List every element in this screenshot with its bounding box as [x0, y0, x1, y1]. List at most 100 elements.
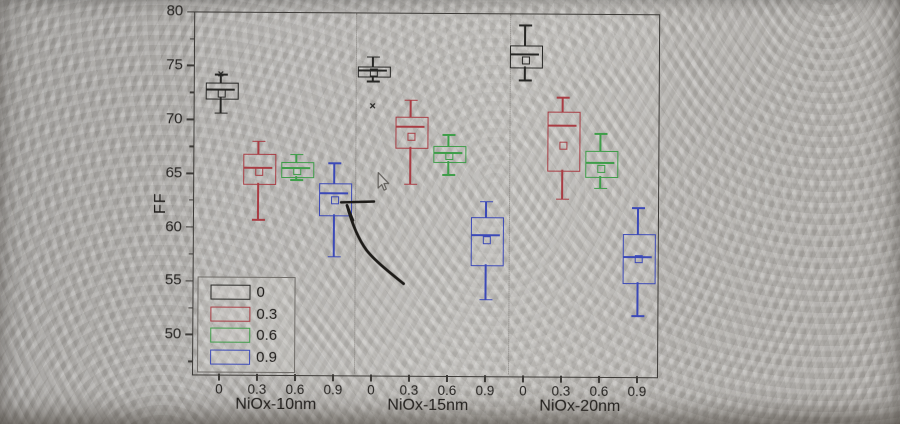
- x-tick: [294, 374, 296, 382]
- x-tick: [636, 376, 638, 384]
- whisker-cap-low: [555, 198, 569, 200]
- y-minor-tick: [189, 91, 194, 94]
- box-mean-marker: [482, 236, 491, 245]
- box-mean-marker: [406, 132, 415, 141]
- box-whisker: [561, 170, 564, 200]
- box-mean-marker: [292, 167, 301, 176]
- x-tick-label: 0.3: [551, 383, 571, 399]
- legend-label: 0.3: [256, 305, 278, 323]
- whisker-cap-low: [214, 112, 228, 114]
- y-major-tick: [186, 118, 194, 121]
- y-tick-label: 60: [165, 217, 182, 235]
- x-tick-label: 0: [367, 382, 375, 398]
- legend-label: 0: [256, 284, 265, 302]
- legend-swatch-blue: [210, 349, 251, 365]
- whisker-cap-high: [251, 140, 265, 143]
- legend-swatch-green: [210, 327, 251, 343]
- box-mean-marker: [558, 141, 567, 150]
- box-median: [320, 192, 349, 195]
- whisker-cap-high: [327, 162, 341, 165]
- box-whisker: [295, 154, 298, 162]
- box-median: [396, 126, 425, 129]
- box-whisker: [636, 282, 639, 316]
- legend-item: 0: [198, 284, 294, 302]
- box-mean-marker: [217, 89, 226, 98]
- legend-label: 0.9: [256, 348, 278, 366]
- legend-swatch-black: [210, 284, 251, 301]
- extreme-x-marker: ×: [369, 100, 376, 113]
- box-mean-marker: [521, 56, 530, 65]
- x-group-label: NiOx-10nm: [235, 395, 317, 414]
- whisker-cap-low: [441, 173, 455, 176]
- box-mean-marker: [330, 196, 339, 205]
- box-whisker: [637, 208, 639, 235]
- x-tick-label: 0.3: [399, 382, 419, 398]
- box-mean-marker: [444, 151, 453, 160]
- whisker-cap-high: [441, 134, 455, 136]
- box-whisker: [409, 100, 412, 117]
- box-mean-marker: [634, 255, 643, 264]
- box-whisker: [257, 183, 259, 220]
- box-whisker: [524, 25, 526, 45]
- whisker-cap-low: [366, 80, 380, 83]
- legend-item: 0.9: [198, 348, 294, 366]
- box-whisker: [219, 97, 222, 114]
- whisker-cap-high: [404, 99, 418, 102]
- x-tick: [256, 373, 258, 381]
- x-tick: [332, 374, 334, 382]
- box-median: [586, 161, 615, 164]
- box-whisker: [447, 134, 450, 146]
- box-mean-marker: [369, 68, 378, 77]
- x-tick: [446, 374, 448, 382]
- x-tick: [408, 374, 410, 382]
- whisker-cap-high: [556, 97, 570, 99]
- box-whisker: [372, 56, 374, 67]
- y-minor-tick: [189, 145, 194, 147]
- box-whisker: [599, 133, 602, 151]
- box-whisker: [409, 146, 412, 185]
- x-tick-label: 0.9: [323, 382, 343, 398]
- box-whisker: [523, 66, 526, 81]
- x-tick-label: 0.9: [627, 384, 647, 400]
- extreme-x-marker: ×: [217, 68, 225, 81]
- whisker-cap-low: [327, 256, 341, 258]
- x-tick-label: 0: [215, 381, 223, 397]
- box-whisker: [447, 160, 450, 175]
- box-whisker: [333, 163, 336, 184]
- whisker-cap-high: [289, 153, 303, 156]
- legend: 0 0.3 0.6 0.9: [197, 276, 296, 374]
- whisker-cap-high: [593, 132, 607, 135]
- x-tick-label: 0.3: [247, 381, 267, 397]
- box-whisker: [484, 264, 487, 300]
- x-tick-label: 0.6: [285, 381, 305, 398]
- y-tick-label: 55: [164, 271, 182, 289]
- y-major-tick: [186, 172, 194, 174]
- box-whisker: [332, 213, 335, 257]
- x-group-label: NiOx-20nm: [539, 397, 621, 416]
- y-tick-label: 50: [164, 325, 182, 343]
- x-tick: [484, 375, 486, 383]
- y-major-tick: [186, 64, 194, 67]
- y-minor-tick: [189, 199, 194, 201]
- whisker-cap-low: [518, 79, 532, 82]
- box-median: [548, 124, 577, 128]
- box-mean-marker: [596, 164, 605, 173]
- whisker-cap-high: [518, 24, 532, 27]
- whisker-cap-low: [478, 299, 492, 301]
- whisker-cap-high: [479, 201, 493, 203]
- legend-swatch-red: [210, 306, 251, 322]
- y-minor-tick: [190, 37, 195, 40]
- box-median: [510, 53, 539, 56]
- x-tick-label: 0.6: [589, 383, 609, 399]
- whisker-cap-high: [631, 207, 645, 210]
- x-tick: [560, 375, 562, 383]
- x-tick: [522, 375, 524, 383]
- x-tick-label: 0.9: [475, 383, 495, 399]
- y-major-tick: [185, 333, 193, 336]
- x-tick: [598, 375, 600, 383]
- whisker-cap-high: [366, 56, 380, 58]
- y-major-tick: [185, 279, 193, 282]
- y-minor-tick: [188, 253, 193, 255]
- whisker-cap-low: [593, 187, 607, 190]
